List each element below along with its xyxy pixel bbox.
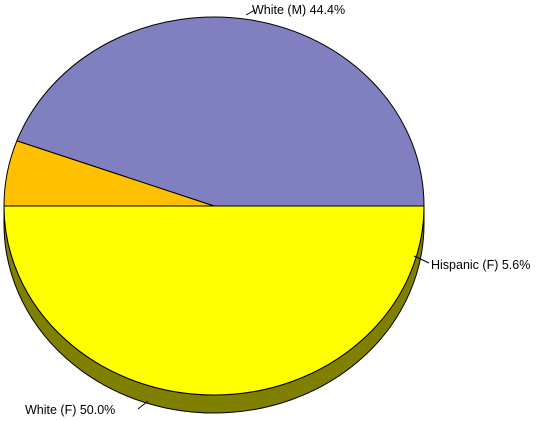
pie-labels: White (M) 44.4% Hispanic (F) 5.6% White … [25, 3, 530, 417]
slice-label-white-m: White (M) 44.4% [252, 3, 345, 17]
leader-line-white-f [137, 400, 149, 410]
slice-label-hispanic-f: Hispanic (F) 5.6% [431, 258, 530, 272]
pie-slice-white-m [16, 16, 425, 207]
pie-top [3, 16, 425, 396]
leader-line-white-m [245, 9, 256, 16]
slice-label-white-f: White (F) 50.0% [25, 403, 115, 417]
pie-slice-white-f [3, 205, 425, 396]
leader-line-hispanic-f [413, 255, 430, 264]
